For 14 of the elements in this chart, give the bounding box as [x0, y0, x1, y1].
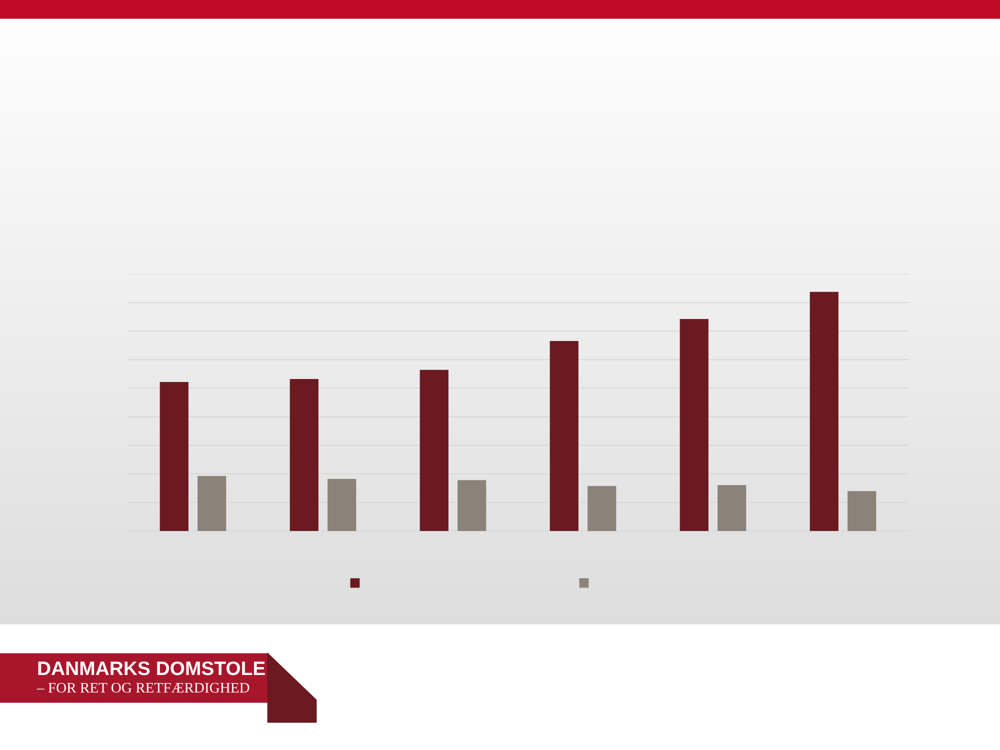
bar — [588, 486, 616, 531]
bar — [328, 478, 356, 531]
bar — [160, 382, 188, 531]
text: DANMARKS DOMSTOLE — [38, 661, 265, 676]
text: – FOR RET OG RETFÆRDIGHED — [36, 682, 250, 693]
bar — [718, 485, 746, 531]
bar — [290, 378, 318, 531]
bar — [550, 340, 578, 531]
bar — [458, 480, 486, 531]
bar — [680, 318, 708, 531]
bar — [848, 491, 876, 531]
bar — [810, 292, 838, 531]
bar — [198, 476, 226, 531]
bar — [420, 370, 448, 531]
